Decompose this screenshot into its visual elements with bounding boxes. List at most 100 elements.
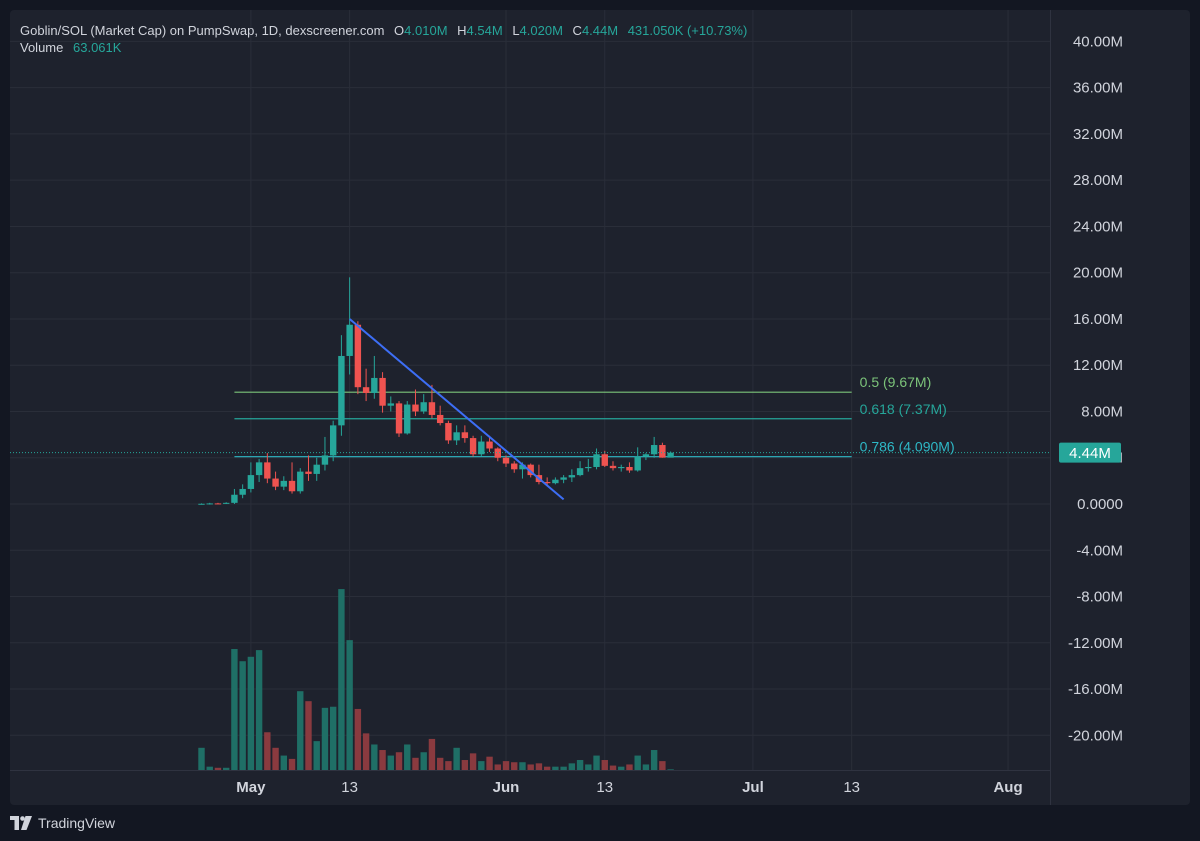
candle-body [519,464,526,470]
candle-body [494,448,501,458]
x-tick-label: 13 [341,779,358,796]
chart-legend: Goblin/SOL (Market Cap) on PumpSwap, 1D,… [20,22,747,56]
candle-body [428,402,436,415]
volume-bar [305,701,312,770]
volume-bar [552,766,559,770]
volume-bar [346,640,353,770]
candle-body [321,455,329,465]
volume-bar [255,650,263,770]
tradingview-branding[interactable]: TradingView [10,812,115,834]
volume-bar [494,764,501,770]
candle-body [568,475,576,478]
candle-body [222,502,230,504]
candle-body [560,477,567,480]
volume-bar [231,649,238,770]
volume-bar [379,750,386,770]
candle-body [338,355,345,426]
candle-body [552,479,559,484]
y-tick-label: 28.00M [1073,172,1123,189]
candle-body [288,480,296,492]
y-tick-label: -8.00M [1076,589,1123,606]
volume-bar [543,766,551,770]
candle-body [527,464,534,476]
symbol-title: Goblin/SOL (Market Cap) on PumpSwap, 1D,… [20,23,385,38]
candle-body [436,414,444,424]
candle-body [239,488,246,495]
candle-body [280,480,287,487]
candle-body [206,503,213,505]
candle-body [478,441,485,455]
volume-bar [445,761,452,770]
volume-bar [338,589,345,770]
candle-body [387,403,394,406]
volume-bar [387,755,394,770]
volume-bar [502,761,510,770]
fib-level-label: 0.5 (9.67M) [860,374,932,390]
fibonacci-levels[interactable]: 0.5 (9.67M) 0.618 (7.37M) 0.786 (4.090M) [234,374,955,458]
volume-bar [280,755,287,770]
volume-bars [198,589,674,770]
x-tick-label: Jun [493,779,520,796]
y-tick-label: -16.00M [1068,681,1123,698]
candle-body [609,465,617,469]
trendline-layer[interactable] [348,318,565,501]
candlestick-chart[interactable]: 0.5 (9.67M) 0.618 (7.37M) 0.786 (4.090M) 4… [10,10,1190,805]
candles [198,277,674,505]
volume-bar [618,766,625,770]
volume-bar [650,750,658,770]
candle-body [634,456,641,471]
volume-bar [609,765,617,770]
x-axis[interactable]: May 13 Jun 13 Jul 13 Aug [236,779,1022,796]
volume-bar [313,741,320,770]
candle-body [502,457,510,464]
grid-lines [10,10,1051,805]
last-price-tag-label: 4.44M [1069,445,1111,462]
volume-bar [297,691,304,770]
candle-body [362,387,370,393]
volume-bar [461,760,469,770]
y-tick-label: 32.00M [1073,126,1123,143]
volume-bar [420,752,427,770]
candle-body [618,466,625,469]
candle-body [511,463,518,470]
volume-bar [659,761,666,770]
ohlc-row: Goblin/SOL (Market Cap) on PumpSwap, 1D,… [20,22,747,39]
volume-bar [626,764,633,770]
volume-bar [354,708,362,770]
candle-body [198,503,205,505]
chart-panel[interactable]: 0.5 (9.67M) 0.618 (7.37M) 0.786 (4.090M) 4… [10,10,1190,805]
volume-bar [469,753,477,770]
volume-bar [329,706,337,770]
candle-body [354,324,362,388]
candle-body [255,462,263,476]
candle-body [346,324,353,356]
volume-bar [585,764,592,770]
volume-bar [222,767,230,770]
volume-value: 63.061K [73,40,122,55]
volume-bar [239,661,246,770]
tradingview-logo-icon [10,816,32,830]
volume-bar [527,764,534,770]
volume-bar [667,769,674,770]
candle-body [297,471,304,492]
candle-body [667,452,674,458]
volume-bar [404,744,411,770]
volume-bar [511,762,518,770]
volume-bar [412,757,419,770]
change-value: 431.050K (+10.73%) [627,23,748,38]
candle-body [585,466,592,469]
candle-body [313,464,320,474]
volume-bar [371,744,378,770]
candle-body [593,454,600,467]
volume-bar [486,756,493,770]
tradingview-logo-text: TradingView [38,815,116,831]
candle-body [576,468,584,476]
high-key: H [457,23,467,38]
volume-bar [395,752,403,770]
y-tick-label: 16.00M [1073,311,1123,328]
candle-body [371,377,378,393]
y-axis[interactable]: 40.00M 36.00M 32.00M 28.00M 24.00M 20.00M 16.0… [1059,33,1123,744]
y-tick-label: 36.00M [1073,80,1123,97]
candle-body [601,454,608,466]
volume-bar [560,766,567,770]
